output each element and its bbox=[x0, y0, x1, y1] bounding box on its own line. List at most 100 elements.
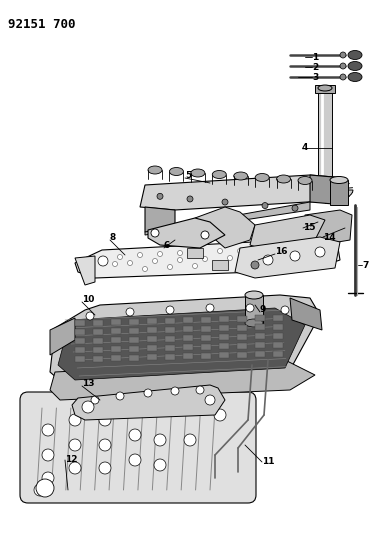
Bar bbox=[330, 180, 348, 205]
Bar bbox=[111, 346, 121, 352]
Text: 9: 9 bbox=[260, 305, 267, 314]
Circle shape bbox=[151, 229, 159, 237]
Ellipse shape bbox=[298, 176, 312, 184]
Bar bbox=[93, 337, 103, 343]
Bar bbox=[219, 343, 229, 349]
Circle shape bbox=[113, 262, 118, 266]
Circle shape bbox=[99, 439, 111, 451]
Circle shape bbox=[154, 434, 166, 446]
Text: 2: 2 bbox=[312, 62, 318, 71]
Bar bbox=[219, 352, 229, 358]
Bar bbox=[219, 316, 229, 322]
Circle shape bbox=[203, 256, 208, 262]
Circle shape bbox=[152, 259, 158, 263]
Ellipse shape bbox=[170, 167, 184, 175]
Circle shape bbox=[263, 255, 273, 265]
Circle shape bbox=[137, 253, 142, 257]
Polygon shape bbox=[58, 308, 305, 380]
Text: 8: 8 bbox=[110, 233, 116, 243]
Bar bbox=[165, 344, 175, 351]
Bar bbox=[111, 355, 121, 361]
Bar bbox=[201, 352, 211, 359]
Polygon shape bbox=[140, 175, 345, 210]
Bar bbox=[183, 335, 193, 341]
Circle shape bbox=[262, 203, 268, 208]
Circle shape bbox=[99, 462, 111, 474]
Circle shape bbox=[86, 312, 94, 320]
Circle shape bbox=[69, 462, 81, 474]
Polygon shape bbox=[75, 256, 95, 285]
Circle shape bbox=[242, 262, 248, 268]
Bar bbox=[147, 336, 157, 342]
Bar bbox=[255, 351, 265, 357]
Circle shape bbox=[277, 251, 282, 255]
Bar bbox=[75, 356, 85, 362]
Bar bbox=[237, 351, 247, 358]
Text: 14: 14 bbox=[323, 232, 336, 241]
Circle shape bbox=[118, 254, 123, 260]
Circle shape bbox=[237, 248, 242, 254]
Circle shape bbox=[205, 395, 215, 405]
Circle shape bbox=[166, 306, 174, 314]
Bar bbox=[75, 320, 85, 326]
Ellipse shape bbox=[348, 51, 362, 60]
Text: 10: 10 bbox=[82, 295, 94, 304]
Circle shape bbox=[82, 401, 94, 413]
Circle shape bbox=[281, 306, 289, 314]
Polygon shape bbox=[148, 218, 225, 248]
Bar bbox=[237, 334, 247, 340]
Bar bbox=[93, 328, 103, 335]
Bar bbox=[129, 319, 139, 325]
Text: 12: 12 bbox=[65, 456, 78, 464]
Bar bbox=[111, 319, 121, 325]
Polygon shape bbox=[250, 215, 325, 250]
Bar bbox=[201, 343, 211, 350]
Bar bbox=[315, 85, 335, 93]
Circle shape bbox=[340, 74, 346, 80]
Polygon shape bbox=[310, 175, 345, 205]
Text: 92151 700: 92151 700 bbox=[8, 18, 76, 31]
Bar bbox=[183, 353, 193, 359]
Circle shape bbox=[246, 304, 254, 312]
Circle shape bbox=[214, 409, 226, 421]
Circle shape bbox=[69, 414, 81, 426]
Ellipse shape bbox=[245, 291, 263, 299]
Circle shape bbox=[126, 308, 134, 316]
Circle shape bbox=[34, 484, 46, 496]
Text: 16: 16 bbox=[275, 247, 288, 256]
Circle shape bbox=[206, 304, 214, 312]
Circle shape bbox=[272, 255, 277, 261]
Bar bbox=[75, 329, 85, 335]
Circle shape bbox=[128, 261, 132, 265]
Circle shape bbox=[98, 256, 108, 266]
Polygon shape bbox=[235, 237, 340, 278]
Circle shape bbox=[142, 266, 147, 271]
Bar bbox=[165, 318, 175, 324]
Bar bbox=[183, 326, 193, 332]
Ellipse shape bbox=[330, 176, 348, 183]
Circle shape bbox=[171, 387, 179, 395]
Text: 7: 7 bbox=[362, 261, 368, 270]
Bar bbox=[129, 336, 139, 343]
Bar bbox=[318, 88, 332, 176]
Circle shape bbox=[42, 449, 54, 461]
Bar bbox=[147, 327, 157, 333]
Bar bbox=[129, 354, 139, 360]
Ellipse shape bbox=[348, 61, 362, 70]
Circle shape bbox=[91, 396, 99, 404]
Circle shape bbox=[187, 196, 193, 202]
Circle shape bbox=[129, 429, 141, 441]
Text: 6: 6 bbox=[164, 240, 170, 249]
Ellipse shape bbox=[234, 172, 248, 180]
Bar bbox=[273, 333, 283, 338]
Ellipse shape bbox=[348, 72, 362, 82]
Bar bbox=[237, 343, 247, 349]
Circle shape bbox=[184, 434, 196, 446]
Bar bbox=[201, 335, 211, 341]
Bar bbox=[273, 314, 283, 320]
Circle shape bbox=[340, 52, 346, 58]
Polygon shape bbox=[50, 318, 75, 355]
Polygon shape bbox=[195, 207, 255, 248]
Bar bbox=[237, 325, 247, 330]
Bar bbox=[237, 316, 247, 321]
